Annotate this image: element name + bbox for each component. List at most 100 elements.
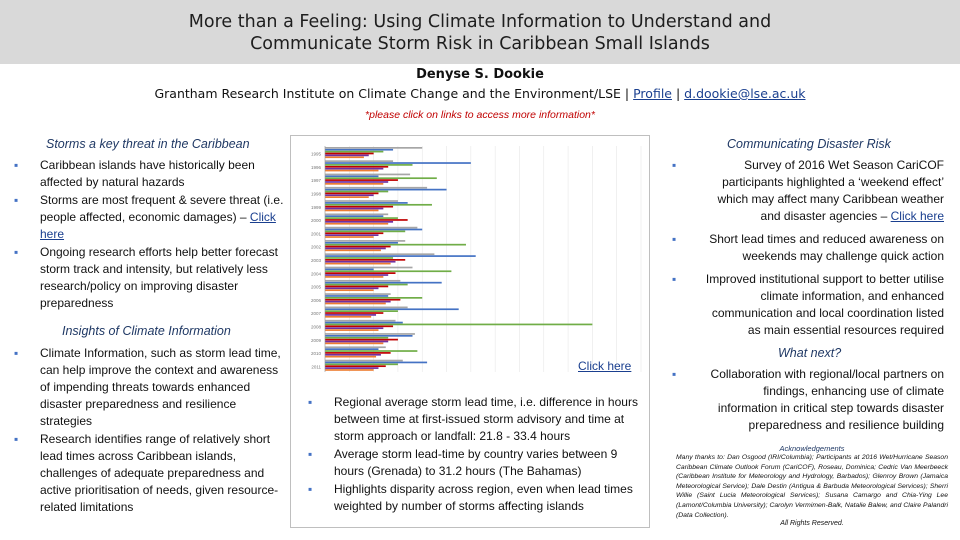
chart-bar xyxy=(325,241,398,244)
chart-bar xyxy=(325,162,471,164)
chart-bar xyxy=(325,152,374,155)
chart-bar xyxy=(325,200,398,202)
chart-bar xyxy=(325,228,423,231)
chart-click-here-link[interactable]: Click here xyxy=(578,359,632,373)
chart-bar xyxy=(325,325,394,328)
chart-bar xyxy=(325,266,413,269)
chart-bar xyxy=(325,312,384,314)
chart-bar xyxy=(325,257,394,259)
title-line-1: More than a Feeling: Using Climate Infor… xyxy=(188,12,772,32)
chart-bar xyxy=(325,196,369,198)
profile-link[interactable]: Profile xyxy=(633,86,672,101)
chart-bar xyxy=(325,342,384,345)
chart-category-label: 2001 xyxy=(311,231,322,236)
chart-bar xyxy=(325,154,369,157)
chart-bar xyxy=(325,276,384,278)
chart-bar xyxy=(325,298,401,301)
chart-bar xyxy=(325,202,408,204)
chart-bar xyxy=(325,177,437,180)
center-bullet: Highlights disparity across region, even… xyxy=(308,481,646,515)
insights-list: Climate Information, such as storm lead … xyxy=(14,345,284,517)
chart-bar xyxy=(325,150,384,153)
chart-category-label: 2008 xyxy=(311,324,322,329)
chart-bar xyxy=(325,297,423,299)
chart-bar xyxy=(325,215,384,218)
chart-bar xyxy=(325,333,415,335)
chart-bar xyxy=(325,243,466,246)
chart-bar xyxy=(325,338,398,341)
chart-bar xyxy=(325,369,374,371)
chart-bar xyxy=(325,329,379,331)
insights-bullet: Climate Information, such as storm lead … xyxy=(14,345,284,430)
chart-bar xyxy=(325,285,389,288)
chart-bar xyxy=(325,240,406,242)
chart-bar xyxy=(325,255,476,257)
chart-bar xyxy=(325,336,389,339)
what-next-heading: What next? xyxy=(778,346,842,360)
center-list: Regional average storm lead time, i.e. d… xyxy=(308,394,646,516)
chart-bar xyxy=(325,234,379,236)
chart-bar xyxy=(325,167,384,170)
title-band: More than a Feeling: Using Climate Infor… xyxy=(0,0,960,64)
chart-category-label: 1997 xyxy=(311,178,322,183)
chart-bar xyxy=(325,300,391,303)
chart-bar xyxy=(325,165,389,168)
chart-bar xyxy=(325,247,386,250)
chart-bar xyxy=(325,259,406,261)
chart-bar xyxy=(325,249,381,252)
chart-bar xyxy=(325,262,391,265)
insights-heading: Insights of Climate Information xyxy=(62,324,231,338)
chart-bar xyxy=(325,287,379,290)
chart-bar xyxy=(325,310,398,312)
chart-svg: 1995 1996 1997 1998 1999 2000 2001 2002 2003 2004… xyxy=(311,146,642,372)
chart-bar xyxy=(325,156,364,159)
chart-bar xyxy=(325,363,398,366)
chart-bar xyxy=(325,245,391,248)
chart-bar xyxy=(325,207,384,210)
communicating-heading: Communicating Disaster Risk xyxy=(727,137,891,151)
chart-category-label: 2010 xyxy=(311,351,322,356)
chart-bar xyxy=(325,272,396,274)
storms-heading: Storms a key threat in the Caribbean xyxy=(46,137,250,151)
separator: | xyxy=(675,86,681,101)
storms-bullet: Storms are most frequent & severe threat… xyxy=(14,192,284,243)
chart-bar xyxy=(325,359,403,362)
chart-bar xyxy=(325,221,394,223)
center-bullet: Average storm lead-time by country varie… xyxy=(308,446,646,480)
chart-bar xyxy=(325,367,379,369)
communicating-list: Survey of 2016 Wet Season CariCOF partic… xyxy=(672,157,944,340)
chart-bar xyxy=(325,352,391,354)
chart-bar xyxy=(325,350,418,352)
chart-category-label: 2006 xyxy=(311,298,322,303)
chart-bar xyxy=(325,283,408,286)
chart-bar xyxy=(325,192,379,195)
acknowledgements-body: Many thanks to: Dan Osgood (IRI/Columbia… xyxy=(676,454,948,519)
chart-bar xyxy=(325,236,374,238)
title-line-2: Communicate Storm Risk in Caribbean Smal… xyxy=(250,34,710,54)
chart-category-label: 1998 xyxy=(311,192,322,197)
communicating-click-here-link[interactable]: Click here xyxy=(890,209,944,223)
chart-bar xyxy=(325,213,389,216)
chart-bar xyxy=(325,340,389,343)
insights-bullet: Research identifies range of relatively … xyxy=(14,431,284,516)
chart-category-label: 2002 xyxy=(311,245,322,250)
chart-bar xyxy=(325,183,384,185)
chart-bar xyxy=(325,306,408,309)
chart-bar xyxy=(325,194,374,197)
chart-bar xyxy=(325,268,374,271)
email-link[interactable]: d.dookie@lse.ac.uk xyxy=(684,86,806,101)
rights-reserved: All Rights Reserved. xyxy=(780,520,844,527)
chart-bar xyxy=(325,314,377,316)
acknowledgements-heading: Acknowledgements xyxy=(779,444,845,453)
chart-bar xyxy=(325,226,418,229)
chart-bar xyxy=(325,203,432,206)
chart-bar xyxy=(325,308,459,311)
chart-category-label: 2011 xyxy=(311,364,321,369)
chart-category-label: 2003 xyxy=(311,258,322,263)
chart-bar xyxy=(325,289,374,292)
chart-category-label: 2004 xyxy=(311,271,322,276)
storms-list: Caribbean islands have historically been… xyxy=(14,157,284,313)
what-next-bullet: Collaboration with regional/local partne… xyxy=(672,366,944,434)
storms-click-here-link[interactable]: Click here xyxy=(40,210,276,241)
center-bullet: Regional average storm lead time, i.e. d… xyxy=(308,394,646,445)
